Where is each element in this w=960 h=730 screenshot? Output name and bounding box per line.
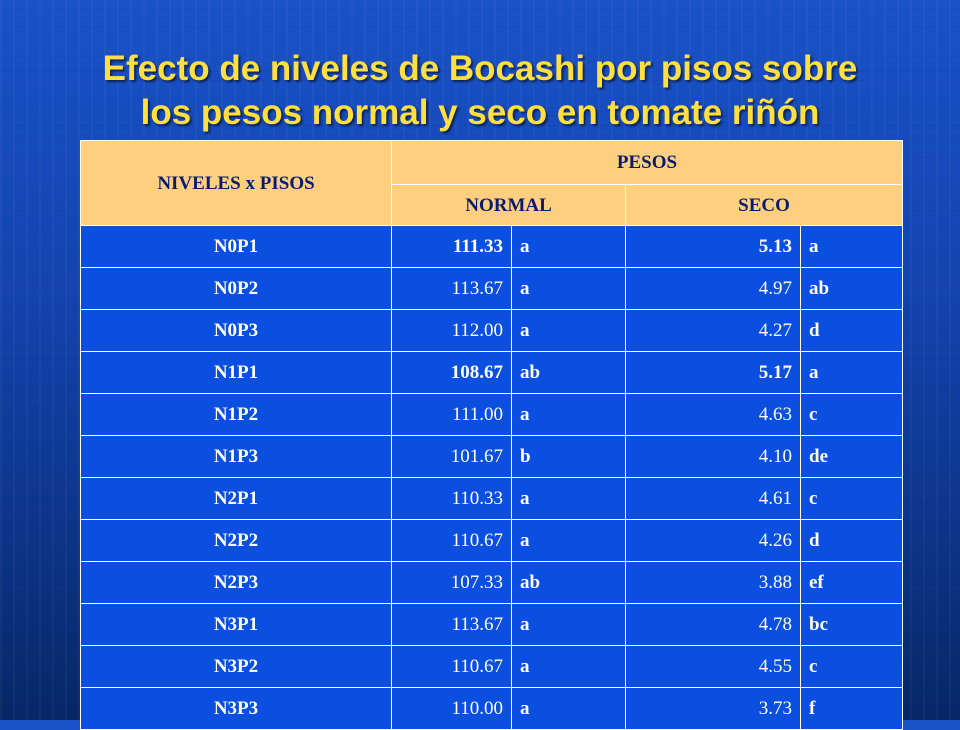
seco-letter: bc: [799, 603, 904, 646]
seco-letter: c: [799, 477, 904, 520]
normal-letter: a: [511, 225, 626, 268]
slide-title: Efecto de niveles de Bocashi por pisos s…: [30, 47, 930, 135]
normal-letter: a: [511, 687, 626, 730]
seco-letter: ef: [799, 561, 904, 604]
seco-value: 4.10: [625, 435, 801, 478]
header-niveles-pisos: NIVELES x PISOS: [80, 140, 392, 226]
header-seco: SECO: [624, 184, 904, 226]
table-row: N1P3 101.67 b 4.10 de: [80, 435, 904, 478]
row-label: N1P2: [80, 393, 392, 436]
table-body: N0P1 111.33 a 5.13 a N0P2 113.67 a 4.97 ab N0P3 112…: [80, 225, 904, 730]
table-row: N3P1 113.67 a 4.78 bc: [80, 603, 904, 646]
row-label: N0P3: [80, 309, 392, 352]
results-table: NIVELES x PISOS PESOS NORMAL SECO N0P1 11…: [80, 140, 904, 730]
row-label: N0P1: [80, 225, 392, 268]
seco-letter: ab: [799, 267, 904, 310]
row-label: N0P2: [80, 267, 392, 310]
table-row: N2P2 110.67 a 4.26 d: [80, 519, 904, 562]
normal-value: 113.67: [391, 603, 512, 646]
seco-value: 4.63: [625, 393, 801, 436]
seco-value: 4.27: [625, 309, 801, 352]
seco-value: 4.55: [625, 645, 801, 688]
seco-letter: c: [799, 393, 904, 436]
normal-value: 112.00: [391, 309, 512, 352]
seco-letter: d: [799, 519, 904, 562]
row-label: N2P2: [80, 519, 392, 562]
seco-letter: a: [799, 225, 904, 268]
normal-letter: a: [511, 309, 626, 352]
row-label: N1P1: [80, 351, 392, 394]
header-pesos: PESOS: [390, 140, 904, 185]
seco-value: 4.78: [625, 603, 801, 646]
row-label: N3P1: [80, 603, 392, 646]
seco-letter: a: [799, 351, 904, 394]
normal-value: 110.67: [391, 519, 512, 562]
row-label: N2P1: [80, 477, 392, 520]
subheader-row: NORMAL SECO: [81, 184, 904, 226]
header-row: NIVELES x PISOS PESOS: [80, 140, 904, 226]
seco-value: 3.73: [625, 687, 801, 730]
seco-value: 4.26: [625, 519, 801, 562]
table-row: N2P1 110.33 a 4.61 c: [80, 477, 904, 520]
row-label: N3P2: [80, 645, 392, 688]
normal-letter: a: [511, 519, 626, 562]
normal-value: 107.33: [391, 561, 512, 604]
seco-value: 4.61: [625, 477, 801, 520]
table-row: N3P2 110.67 a 4.55 c: [80, 645, 904, 688]
table-row: N0P2 113.67 a 4.97 ab: [80, 267, 904, 310]
normal-letter: a: [511, 477, 626, 520]
normal-letter: b: [511, 435, 626, 478]
seco-letter: de: [799, 435, 904, 478]
normal-letter: ab: [511, 351, 626, 394]
table-row: N2P3 107.33 ab 3.88 ef: [80, 561, 904, 604]
normal-value: 111.33: [391, 225, 512, 268]
normal-value: 108.67: [391, 351, 512, 394]
normal-value: 113.67: [391, 267, 512, 310]
normal-value: 110.67: [391, 645, 512, 688]
title-line-2: los pesos normal y seco en tomate riñón: [140, 93, 820, 132]
normal-letter: a: [511, 267, 626, 310]
normal-letter: a: [511, 645, 626, 688]
row-label: N1P3: [80, 435, 392, 478]
seco-letter: f: [799, 687, 904, 730]
normal-value: 110.33: [391, 477, 512, 520]
seco-letter: d: [799, 309, 904, 352]
row-label: N3P3: [80, 687, 392, 730]
seco-value: 5.17: [625, 351, 801, 394]
seco-value: 4.97: [625, 267, 801, 310]
row-label: N2P3: [80, 561, 392, 604]
normal-value: 110.00: [391, 687, 512, 730]
title-line-1: Efecto de niveles de Bocashi por pisos s…: [102, 49, 858, 88]
normal-value: 111.00: [391, 393, 512, 436]
table-row: N0P3 112.00 a 4.27 d: [80, 309, 904, 352]
table-row: N0P1 111.33 a 5.13 a: [80, 225, 904, 268]
header-normal: NORMAL: [391, 184, 626, 226]
seco-letter: c: [799, 645, 904, 688]
table-row: N1P2 111.00 a 4.63 c: [80, 393, 904, 436]
table-row: N3P3 110.00 a 3.73 f: [80, 687, 904, 730]
normal-letter: a: [511, 603, 626, 646]
seco-value: 5.13: [625, 225, 801, 268]
normal-letter: ab: [511, 561, 626, 604]
table-header: NIVELES x PISOS PESOS NORMAL SECO: [80, 140, 904, 226]
seco-value: 3.88: [625, 561, 801, 604]
normal-letter: a: [511, 393, 626, 436]
table-row: N1P1 108.67 ab 5.17 a: [80, 351, 904, 394]
normal-value: 101.67: [391, 435, 512, 478]
